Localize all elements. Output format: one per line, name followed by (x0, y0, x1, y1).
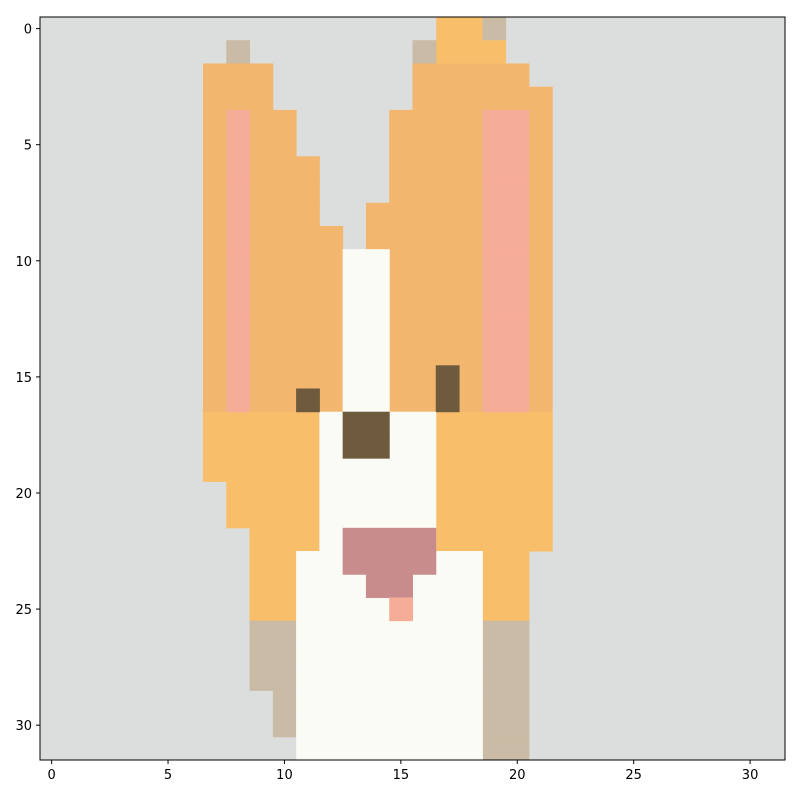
pixel-block (226, 109, 251, 134)
x-tick-label: 30 (742, 768, 759, 783)
pixel-block (226, 225, 251, 250)
pixel-block (296, 388, 320, 413)
x-tick-label: 0 (48, 768, 56, 783)
pixel-block (342, 342, 390, 366)
pixel-block (342, 272, 390, 297)
pixel-block (482, 109, 530, 134)
x-tick-label: 25 (625, 768, 642, 783)
pixel-block (435, 388, 460, 413)
pixel-block (482, 179, 530, 204)
pixel-block (412, 17, 437, 41)
pixel-block (482, 249, 530, 273)
pixel-block (342, 527, 437, 552)
pixel-block (412, 63, 530, 88)
x-tick-label: 20 (509, 768, 526, 783)
pixel-block (482, 156, 530, 181)
pixel-block (482, 365, 530, 389)
pixel-block (226, 156, 251, 181)
pixel-block (482, 342, 530, 366)
pixel-block (342, 551, 437, 575)
y-tick-label: 25 (15, 603, 32, 618)
plot-frame (39, 16, 786, 761)
pixel-block (226, 295, 251, 320)
y-tick-label: 30 (15, 719, 32, 734)
pixel-block (412, 40, 437, 64)
pixel-block (202, 156, 320, 181)
pixel-block (365, 574, 413, 598)
pixel-block (319, 458, 437, 482)
y-axis: 0 5 10 15 20 25 30 (15, 23, 40, 734)
y-tick-label: 0 (24, 23, 32, 38)
y-tick-label: 15 (15, 371, 32, 386)
x-axis: 0 5 10 15 20 25 30 (48, 760, 759, 783)
pixel-block (319, 481, 437, 506)
pixel-block (296, 643, 483, 668)
pixel-block (226, 342, 251, 366)
pixel-block (226, 388, 251, 413)
pixel-block (202, 179, 320, 204)
pixel-block (296, 667, 483, 691)
x-tick-label: 5 (164, 768, 172, 783)
pixel-block (482, 318, 530, 343)
pixel-block (202, 86, 274, 111)
pixel-block (482, 133, 530, 157)
pixel-block (226, 179, 251, 204)
pixel-block (202, 202, 320, 227)
pixel-block (482, 225, 530, 250)
pixel-block (342, 388, 390, 413)
pixel-block (296, 736, 483, 761)
pixel-block (226, 365, 251, 389)
pixel-image (40, 17, 785, 761)
pixel-block (226, 272, 251, 297)
pixel-block (202, 225, 344, 250)
pixel-block (482, 17, 507, 41)
y-tick-label: 5 (24, 139, 32, 154)
pixel-block (342, 295, 390, 320)
pixel-block (482, 388, 530, 413)
pixel-block (226, 318, 251, 343)
pixel-block (202, 63, 274, 88)
pixel-block (202, 388, 344, 413)
pixel-block (296, 690, 483, 715)
pixel-block (319, 504, 437, 529)
pixel-block (202, 365, 344, 389)
pixel-block (226, 40, 251, 64)
x-tick-label: 10 (276, 768, 293, 783)
pixel-block (342, 434, 390, 459)
pixel-block (202, 295, 344, 320)
pixel-block (482, 295, 530, 320)
pixel-block (482, 272, 530, 297)
pixel-block (202, 249, 344, 273)
pixel-block (226, 202, 251, 227)
pixel-block (389, 597, 413, 622)
pixel-block (342, 249, 390, 273)
pixel-block (482, 202, 530, 227)
pixel-block (202, 342, 344, 366)
y-tick-label: 10 (15, 255, 32, 270)
pixel-block (296, 713, 483, 738)
y-tick-label: 20 (15, 487, 32, 502)
pixel-block (435, 40, 507, 64)
pixel-block (202, 272, 344, 297)
pixel-block (412, 86, 553, 111)
pixel-block (226, 133, 251, 157)
pixel-block (342, 318, 390, 343)
pixel-block (342, 411, 390, 436)
pixel-block (202, 318, 344, 343)
pixel-block (296, 620, 483, 645)
pixel-block (342, 365, 390, 389)
pixel-block (226, 249, 251, 273)
pixel-block (435, 365, 460, 389)
x-tick-label: 15 (393, 768, 410, 783)
